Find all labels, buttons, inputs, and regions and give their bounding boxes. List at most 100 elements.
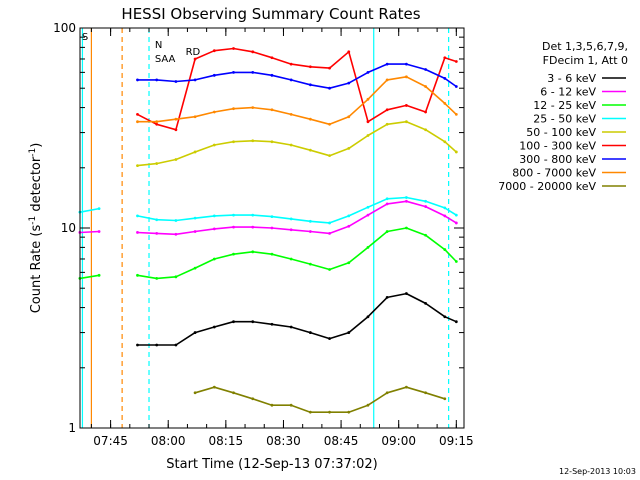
data-point bbox=[193, 230, 197, 233]
data-point bbox=[347, 224, 351, 228]
vertical-markers bbox=[81, 28, 450, 428]
data-point bbox=[270, 108, 274, 112]
data-point bbox=[454, 60, 458, 63]
data-point bbox=[174, 128, 178, 132]
data-point bbox=[155, 218, 159, 222]
data-point bbox=[385, 78, 389, 82]
data-point bbox=[289, 78, 293, 82]
y-tick-label: 10 bbox=[61, 221, 76, 235]
y-axis-label-main: Count Rate (s bbox=[29, 225, 44, 314]
data-point bbox=[443, 315, 447, 319]
data-point bbox=[404, 104, 408, 107]
data-point bbox=[308, 262, 312, 266]
data-point bbox=[454, 213, 458, 217]
data-point bbox=[97, 273, 101, 277]
data-point bbox=[308, 65, 312, 69]
data-point bbox=[136, 231, 139, 234]
data-point bbox=[289, 217, 293, 221]
data-point bbox=[289, 228, 293, 232]
legend-label: 100 - 300 keV bbox=[519, 140, 596, 153]
data-point bbox=[174, 158, 178, 161]
data-point bbox=[404, 120, 408, 124]
data-point bbox=[232, 252, 235, 256]
data-point bbox=[404, 385, 408, 389]
data-point bbox=[193, 331, 197, 334]
legend-label: 300 - 800 keV bbox=[519, 153, 596, 166]
data-point bbox=[251, 225, 255, 229]
data-point bbox=[232, 47, 235, 50]
data-point bbox=[443, 101, 447, 105]
data-point bbox=[270, 215, 274, 219]
data-point bbox=[270, 226, 274, 230]
data-point bbox=[385, 197, 389, 201]
data-point bbox=[424, 301, 427, 305]
data-point bbox=[212, 110, 216, 114]
data-point bbox=[174, 232, 178, 236]
data-point bbox=[232, 225, 235, 229]
data-point bbox=[212, 385, 216, 389]
data-point bbox=[193, 266, 197, 270]
series-line bbox=[137, 76, 457, 126]
legend: Det 1,3,5,6,7,9, FDecim 1, Att 0 3 - 6 k… bbox=[498, 40, 628, 193]
axes: 1 10 100 07:45 08:00 08:15 08:30 08:45 09:00 09:1… bbox=[53, 21, 474, 448]
data-point bbox=[270, 56, 274, 60]
data-point bbox=[385, 202, 389, 206]
data-point bbox=[347, 147, 351, 150]
x-tick-label: 09:15 bbox=[439, 434, 474, 448]
data-point bbox=[193, 391, 197, 395]
data-point bbox=[328, 66, 331, 70]
data-point bbox=[347, 261, 351, 265]
series-line bbox=[137, 120, 457, 167]
data-point bbox=[232, 107, 235, 111]
legend-header-line-2: FDecim 1, Att 0 bbox=[543, 54, 628, 67]
flag-label: S bbox=[82, 32, 88, 43]
data-point bbox=[136, 164, 139, 168]
data-point bbox=[270, 252, 274, 256]
data-point bbox=[385, 108, 389, 112]
data-point bbox=[289, 257, 293, 261]
data-point bbox=[136, 120, 139, 124]
data-point bbox=[366, 134, 370, 137]
data-point bbox=[308, 117, 312, 121]
data-point bbox=[155, 343, 159, 347]
series-group bbox=[78, 47, 458, 414]
data-point bbox=[270, 403, 274, 407]
data-point bbox=[174, 117, 178, 121]
data-point bbox=[193, 216, 197, 220]
data-point bbox=[251, 397, 255, 401]
data-point bbox=[308, 331, 312, 334]
data-point bbox=[308, 410, 312, 414]
data-point bbox=[136, 273, 139, 277]
data-point bbox=[328, 410, 331, 414]
data-point bbox=[97, 230, 101, 233]
data-point bbox=[289, 403, 293, 407]
data-point bbox=[308, 230, 312, 233]
y-axis-label-mid: detector bbox=[29, 156, 44, 216]
chart-title: HESSI Observing Summary Count Rates bbox=[121, 5, 420, 23]
footer-date: 12-Sep-2013 10:03 bbox=[559, 467, 636, 476]
data-point bbox=[366, 213, 370, 217]
legend-label: 800 - 7000 keV bbox=[512, 167, 596, 180]
data-point bbox=[347, 410, 351, 414]
data-point bbox=[424, 199, 427, 203]
data-point bbox=[251, 320, 255, 324]
data-point bbox=[251, 106, 255, 109]
data-point bbox=[366, 70, 370, 74]
data-point bbox=[366, 315, 370, 319]
data-point bbox=[155, 120, 159, 124]
data-point bbox=[404, 226, 408, 230]
data-point bbox=[347, 50, 351, 54]
x-tick-label: 08:15 bbox=[209, 434, 244, 448]
data-point bbox=[174, 219, 178, 222]
data-point bbox=[174, 275, 178, 279]
legend-header-line-1: Det 1,3,5,6,7,9, bbox=[542, 40, 628, 53]
data-point bbox=[443, 56, 447, 60]
flag-label: RD bbox=[186, 47, 201, 58]
y-axis-label: Count Rate (s-1 detector-1) bbox=[28, 143, 44, 314]
x-axis-label: Start Time (12-Sep-13 07:37:02) bbox=[166, 457, 377, 472]
data-point bbox=[443, 140, 447, 144]
data-point bbox=[174, 80, 178, 83]
data-point bbox=[232, 320, 235, 324]
data-point bbox=[155, 78, 159, 82]
data-point bbox=[212, 214, 216, 218]
